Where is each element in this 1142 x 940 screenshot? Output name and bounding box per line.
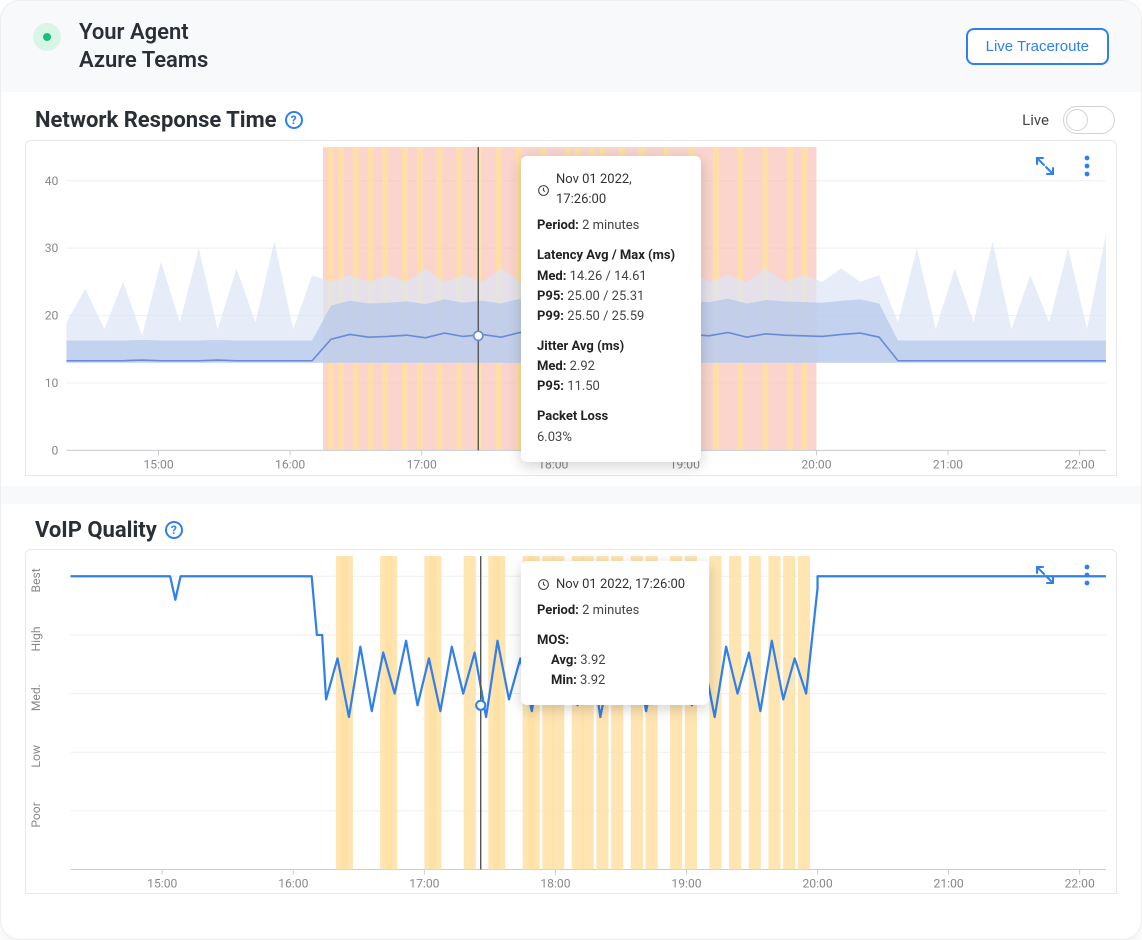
tt-period-label: Period: (537, 603, 579, 618)
svg-text:21:00: 21:00 (934, 876, 964, 890)
svg-text:Poor: Poor (29, 802, 43, 828)
tt-avg-label: Avg: (551, 653, 577, 668)
svg-text:16:00: 16:00 (278, 876, 308, 890)
svg-text:20: 20 (45, 309, 59, 323)
tt-p95-value: 25.00 / 25.31 (567, 289, 644, 304)
voip-tooltip: Nov 01 2022, 17:26:00 Period: 2 minutes … (521, 561, 709, 706)
tt-jp95-label: P95: (537, 379, 564, 394)
live-label: Live (1022, 111, 1049, 129)
svg-text:22:00: 22:00 (1064, 458, 1094, 472)
live-toggle[interactable] (1063, 106, 1115, 134)
svg-text:15:00: 15:00 (147, 876, 177, 890)
svg-text:30: 30 (45, 241, 59, 255)
status-indicator (33, 23, 61, 51)
tt-mos-header: MOS: (537, 633, 569, 648)
svg-text:15:00: 15:00 (143, 458, 173, 472)
svg-text:10: 10 (45, 376, 59, 390)
expand-icon[interactable] (1031, 561, 1059, 589)
network-tooltip: Nov 01 2022, 17:26:00 Period: 2 minutes … (521, 156, 701, 462)
svg-text:18:00: 18:00 (540, 876, 570, 890)
tt-p95-label: P95: (537, 289, 564, 304)
svg-text:20:00: 20:00 (801, 458, 831, 472)
tt-p99-value: 25.50 / 25.59 (567, 309, 644, 324)
more-icon[interactable] (1073, 561, 1101, 589)
tt-min-label: Min: (551, 673, 577, 688)
svg-text:High: High (29, 626, 43, 651)
network-title: Network Response Time (35, 108, 277, 133)
tt-jmed-value: 2.92 (570, 359, 595, 374)
svg-text:21:00: 21:00 (933, 458, 963, 472)
voip-panel: VoIP Quality ? Best High Med. Low Poor 15:00 1… (15, 504, 1127, 905)
tooltip-time: Nov 01 2022, 17:26:00 (556, 575, 685, 595)
page-header: Your Agent Azure Teams Live Traceroute (1, 1, 1141, 92)
help-icon[interactable]: ? (165, 521, 183, 539)
tt-loss-value: 6.03% (537, 428, 683, 448)
svg-text:Best: Best (29, 568, 43, 592)
tt-min-value: 3.92 (580, 673, 605, 688)
svg-text:17:00: 17:00 (409, 876, 439, 890)
tt-p99-label: P99: (537, 309, 564, 324)
svg-text:16:00: 16:00 (275, 458, 305, 472)
agent-subtitle: Azure Teams (79, 47, 208, 75)
tt-period-value: 2 minutes (582, 218, 639, 233)
more-icon[interactable] (1073, 152, 1101, 180)
svg-text:19:00: 19:00 (671, 876, 701, 890)
tt-period-value: 2 minutes (582, 603, 639, 618)
expand-icon[interactable] (1031, 152, 1059, 180)
voip-title: VoIP Quality (35, 518, 157, 543)
tt-jp95-value: 11.50 (567, 379, 600, 394)
tt-jmed-label: Med: (537, 359, 566, 374)
svg-text:0: 0 (52, 443, 59, 457)
svg-text:40: 40 (45, 174, 59, 188)
svg-text:22:00: 22:00 (1065, 876, 1095, 890)
tt-jitter-header: Jitter Avg (ms) (537, 339, 624, 354)
tooltip-time: Nov 01 2022, 17:26:00 (556, 170, 683, 210)
tt-latency-header: Latency Avg / Max (ms) (537, 248, 675, 263)
svg-text:Low: Low (29, 745, 43, 768)
network-panel: Network Response Time ? Live 0 10 20 30 40 15… (15, 92, 1127, 486)
tt-avg-value: 3.92 (580, 653, 605, 668)
agent-title: Your Agent (79, 19, 208, 47)
tt-med-value: 14.26 / 14.61 (570, 269, 647, 284)
svg-text:17:00: 17:00 (407, 458, 437, 472)
tt-med-label: Med: (537, 269, 566, 284)
svg-text:Med.: Med. (29, 684, 43, 711)
help-icon[interactable]: ? (285, 111, 303, 129)
svg-text:20:00: 20:00 (802, 876, 832, 890)
tt-period-label: Period: (537, 218, 579, 233)
live-traceroute-button[interactable]: Live Traceroute (966, 28, 1109, 65)
tt-loss-header: Packet Loss (537, 409, 608, 424)
